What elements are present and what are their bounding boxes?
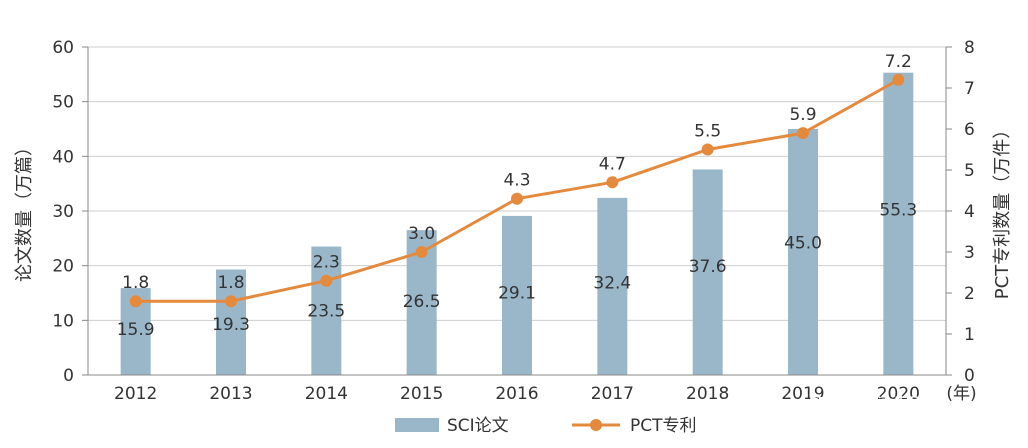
bar — [502, 215, 532, 375]
line-point — [320, 274, 333, 287]
y-right-tick-label: 5 — [964, 161, 975, 181]
line-value-label: 4.3 — [503, 171, 530, 191]
bar — [883, 72, 914, 376]
bar-value-label: 29.1 — [498, 284, 536, 304]
x-tick-label: 2018 — [686, 384, 729, 404]
legend-bar-swatch — [395, 418, 439, 432]
line-value-label: 5.9 — [789, 105, 816, 125]
x-axis-unit: (年) — [946, 384, 976, 404]
bar-value-label: 32.4 — [593, 273, 631, 293]
y-left-tick-label: 0 — [63, 366, 74, 386]
y-right-tick-label: 2 — [964, 284, 975, 304]
bar-value-label: 23.5 — [307, 301, 345, 321]
bar-value-label: 26.5 — [403, 292, 441, 312]
line-point — [606, 176, 619, 189]
line-point — [892, 73, 905, 86]
line-point — [701, 143, 714, 156]
x-tick-label: 2015 — [400, 384, 443, 404]
y-right-tick-label: 7 — [964, 79, 975, 99]
x-tick-label: 2014 — [305, 384, 348, 404]
bar-value-label: 15.9 — [117, 320, 155, 340]
x-tick-label: 2017 — [591, 384, 634, 404]
y-left-tick-label: 30 — [52, 202, 74, 222]
line-value-label: 2.3 — [313, 253, 340, 273]
bar — [216, 269, 246, 375]
y-left-tick-label: 40 — [52, 147, 74, 167]
x-tick-label: 2013 — [209, 384, 252, 404]
y-right-tick-label: 6 — [964, 120, 975, 140]
legend-bar-label: SCI论文 — [447, 416, 509, 436]
line-value-label: 1.8 — [217, 273, 244, 293]
bar-series — [120, 72, 914, 376]
data-labels: 15.9 19.3 23.5 26.5 29.1 32.4 37.6 45.0 55.3 1.8 1… — [117, 52, 918, 340]
bar — [597, 197, 628, 375]
line-value-label: 4.7 — [599, 154, 626, 174]
y-left-tick-label: 10 — [52, 311, 74, 331]
line-value-label: 5.5 — [694, 122, 721, 142]
x-tick-label: 2012 — [114, 384, 157, 404]
line-value-label: 3.0 — [408, 224, 435, 244]
line-point — [129, 295, 142, 308]
bar — [692, 169, 723, 375]
bar-value-label: 55.3 — [879, 201, 917, 221]
legend-line-marker — [590, 419, 602, 431]
line-point — [415, 246, 428, 258]
bar-value-label: 19.3 — [212, 315, 250, 335]
legend: SCI论文 PCT专利 — [395, 416, 697, 436]
bar-value-label: 37.6 — [689, 257, 727, 277]
y-axis-right-label: PCT专利数量（万件） — [992, 121, 1013, 299]
legend-line-label: PCT专利 — [630, 416, 697, 436]
x-tick-label: 2016 — [495, 384, 538, 404]
bar — [788, 129, 818, 375]
line-value-label: 1.8 — [122, 273, 149, 293]
watermark: 知乎 @泊菲莱 — [808, 393, 934, 417]
line-point — [225, 295, 237, 308]
y-left-tick-label: 50 — [52, 93, 74, 113]
y-axis-left-label: 论文数量（万篇） — [14, 138, 35, 282]
axes: 0 10 20 30 40 50 60 0 1 2 3 4 5 6 7 8 2012 2013 2014 2015 20… — [52, 38, 976, 404]
y-right-tick-label: 0 — [964, 366, 975, 386]
line-value-label: 7.2 — [885, 52, 912, 72]
bar — [311, 246, 342, 375]
y-right-tick-label: 3 — [964, 243, 975, 263]
line-point — [511, 192, 523, 205]
x-tick-label: 2019 — [781, 384, 824, 404]
line-point — [797, 127, 809, 140]
y-right-tick-label: 8 — [964, 38, 975, 58]
y-right-tick-label: 1 — [964, 325, 975, 345]
y-left-tick-label: 60 — [52, 38, 74, 58]
y-left-tick-label: 20 — [52, 257, 74, 277]
x-tick-label: 2020 — [877, 384, 920, 404]
bar-value-label: 45.0 — [784, 233, 822, 253]
line-series — [129, 73, 905, 308]
y-right-tick-label: 4 — [964, 202, 975, 222]
